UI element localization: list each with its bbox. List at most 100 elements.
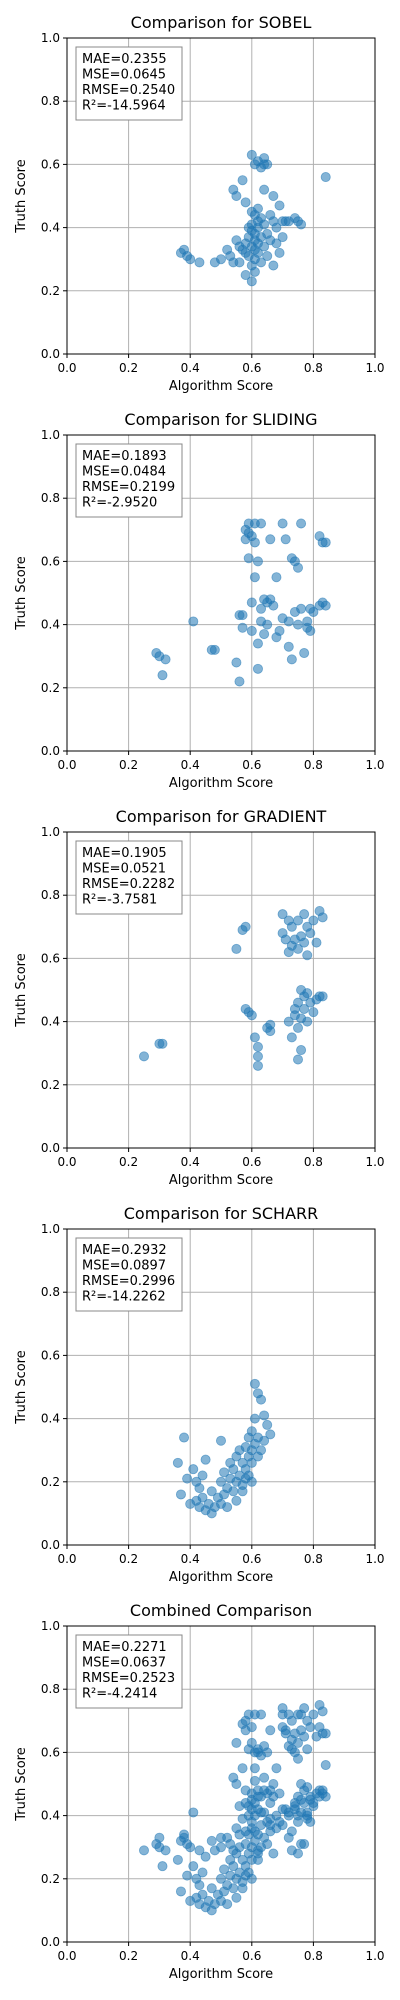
y-tick-label: 0.0: [41, 1935, 60, 1949]
scatter-point: [249, 1032, 260, 1043]
scatter-point: [286, 1715, 297, 1726]
y-tick-label: 0.6: [41, 1745, 60, 1759]
scatter-point: [246, 597, 257, 608]
scatter-point: [320, 172, 331, 183]
stats-line: MSE=0.0637: [82, 1656, 166, 1671]
scatter-point: [292, 619, 303, 630]
y-tick-label: 0.4: [41, 1015, 60, 1029]
scatter-point: [320, 600, 331, 611]
scatter-point: [256, 518, 267, 529]
scatter-point: [246, 1457, 257, 1468]
scatter-point: [231, 1779, 242, 1790]
y-tick-label: 0.8: [41, 491, 60, 505]
scatter-point: [246, 1722, 257, 1733]
scatter-point: [157, 670, 168, 681]
scatter-point: [274, 625, 285, 636]
scatter-point: [259, 1772, 270, 1783]
scatter-point: [175, 1886, 186, 1897]
scatter-point: [292, 943, 303, 954]
scatter-point: [252, 638, 263, 649]
x-tick-label: 0.6: [242, 1155, 261, 1169]
x-tick-label: 0.2: [119, 1552, 138, 1566]
y-tick-label: 0.6: [41, 157, 60, 171]
scatter-point: [302, 988, 313, 999]
stats-line: MAE=0.2271: [82, 1640, 167, 1655]
scatter-point: [200, 1851, 211, 1862]
scatter-point: [246, 1476, 257, 1487]
scatter-point: [308, 606, 319, 617]
scatter-point: [234, 257, 245, 268]
scatter-point: [277, 909, 288, 920]
scatter-point: [246, 1426, 257, 1437]
scatter-point: [237, 1486, 248, 1497]
stats-line: R²=-4.2414: [82, 1687, 157, 1702]
scatter-point: [296, 1045, 307, 1056]
y-tick-label: 0.2: [41, 681, 60, 695]
scatter-point: [305, 625, 316, 636]
scatter-point: [228, 1486, 239, 1497]
stats-line: MAE=0.1893: [82, 449, 167, 464]
scatter-point: [237, 1883, 248, 1894]
y-tick-label: 0.0: [41, 1538, 60, 1552]
scatter-point: [249, 1775, 260, 1786]
scatter-point: [317, 991, 328, 1002]
x-tick-label: 0.6: [242, 1552, 261, 1566]
scatter-point: [320, 1791, 331, 1802]
scatter-point: [249, 572, 260, 583]
scatter-point: [286, 1032, 297, 1043]
y-tick-label: 0.8: [41, 94, 60, 108]
scatter-point: [280, 534, 291, 545]
y-axis-label: Truth Score: [14, 556, 29, 631]
x-tick-label: 0.8: [304, 361, 323, 375]
scatter-point: [308, 915, 319, 926]
y-tick-label: 0.2: [41, 284, 60, 298]
scatter-point: [299, 648, 310, 659]
scatter-point: [237, 1763, 248, 1774]
scatter-point: [283, 641, 294, 652]
x-tick-label: 0.2: [119, 1155, 138, 1169]
x-tick-label: 0.0: [57, 758, 76, 772]
x-axis-label: Algorithm Score: [169, 1967, 273, 1982]
scatter-point: [252, 203, 263, 214]
scatter-point: [262, 1839, 273, 1850]
scatter-point: [209, 644, 220, 655]
scatter-point: [246, 625, 257, 636]
scatter-point: [231, 1892, 242, 1903]
scatter-point: [215, 1435, 226, 1446]
scatter-point: [305, 1816, 316, 1827]
scatter-point: [280, 1725, 291, 1736]
scatter-point: [262, 251, 273, 262]
scatter-point: [200, 1454, 211, 1465]
scatter-point: [237, 175, 248, 186]
chart-title: Comparison for GRADIENT: [116, 807, 327, 826]
scatter-point: [305, 1722, 316, 1733]
y-tick-label: 0.4: [41, 1412, 60, 1426]
chart-panel-2: Comparison for SLIDING 0.0 0.2 0.4 0.6 0.8 1.0…: [14, 410, 385, 791]
scatter-point: [259, 1807, 270, 1818]
scatter-point: [219, 1467, 230, 1478]
chart-panel-3: Comparison for GRADIENT 0.0 0.2 0.4 0.6 0.8 1.…: [14, 807, 385, 1188]
x-tick-label: 0.2: [119, 1949, 138, 1963]
scatter-point: [265, 1019, 276, 1030]
scatter-point: [175, 1489, 186, 1500]
x-tick-label: 0.0: [57, 361, 76, 375]
chart-title: Comparison for SCHARR: [124, 1204, 319, 1223]
x-tick-label: 0.0: [57, 1949, 76, 1963]
scatter-point: [154, 1832, 165, 1843]
scatter-point: [249, 1413, 260, 1424]
scatter-point: [194, 1880, 205, 1891]
x-tick-label: 0.6: [242, 1949, 261, 1963]
scatter-point: [265, 1725, 276, 1736]
stats-line: MSE=0.0521: [82, 862, 166, 877]
scatter-point: [320, 537, 331, 548]
scatter-point: [256, 603, 267, 614]
scatter-point: [179, 1432, 190, 1443]
scatter-point: [228, 1464, 239, 1475]
x-tick-label: 0.4: [181, 361, 200, 375]
x-tick-label: 0.6: [242, 361, 261, 375]
stats-line: MAE=0.2355: [82, 52, 167, 67]
scatter-point: [296, 603, 307, 614]
scatter-point: [252, 1854, 263, 1865]
y-tick-label: 1.0: [41, 428, 60, 442]
scatter-point: [271, 1763, 282, 1774]
